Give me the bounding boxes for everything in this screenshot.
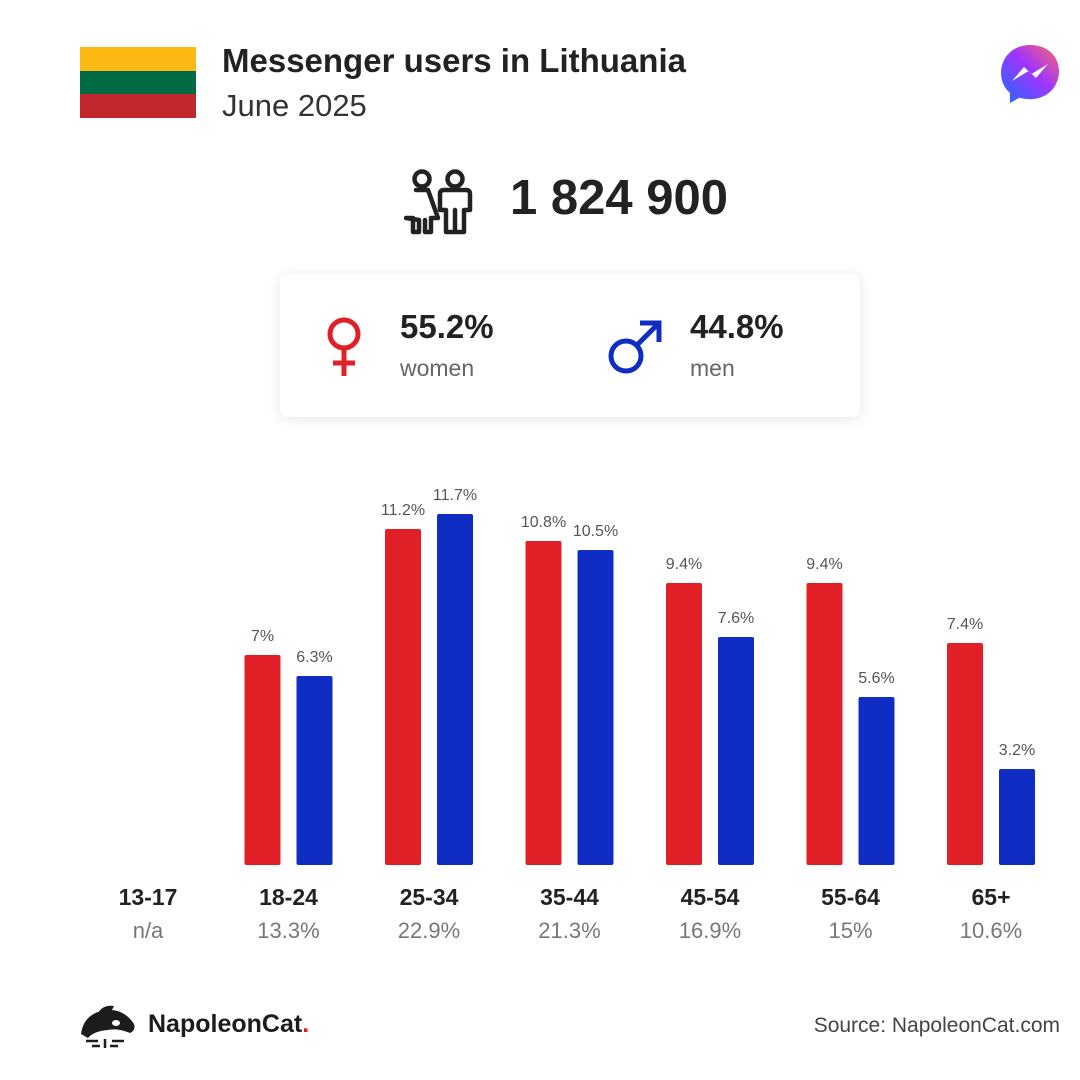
bar-women-35-44 xyxy=(525,541,562,865)
people-icon xyxy=(404,169,473,235)
category-label-55-64: 55-64 xyxy=(821,884,880,910)
bar-women-25-34 xyxy=(385,529,421,865)
category-label-45-54: 45-54 xyxy=(680,884,740,910)
bar-men-65+ xyxy=(999,769,1035,865)
category-total-35-44: 21.3% xyxy=(538,918,601,943)
data-label-women-55-64: 9.4% xyxy=(806,556,842,573)
page-title: Messenger users in Lithuania xyxy=(222,42,686,79)
category-label-13-17: 13-17 xyxy=(118,884,178,910)
data-label-women-65+: 7.4% xyxy=(947,616,983,633)
brand-name: NapoleonCat. xyxy=(148,1010,309,1039)
category-total-55-64: 15% xyxy=(828,918,873,943)
women-label: women xyxy=(400,355,475,381)
bar-women-45-54 xyxy=(666,583,702,865)
data-label-men-55-64: 5.6% xyxy=(858,670,894,687)
data-label-women-35-44: 10.8% xyxy=(521,514,566,531)
messenger-icon xyxy=(1001,45,1059,103)
source-credit: Source: NapoleonCat.com xyxy=(813,1014,1060,1037)
page-subtitle: June 2025 xyxy=(222,88,367,123)
category-label-18-24: 18-24 xyxy=(259,884,318,910)
flag-stripe-green xyxy=(80,70,196,95)
total-users-value: 1 824 900 xyxy=(510,171,728,225)
category-label-25-34: 25-34 xyxy=(399,884,459,910)
bar-women-55-64 xyxy=(806,583,843,865)
category-total-45-54: 16.9% xyxy=(678,918,742,943)
flag-stripe-yellow xyxy=(80,47,196,71)
category-label-35-44: 35-44 xyxy=(540,884,599,910)
category-total-65+: 10.6% xyxy=(959,918,1023,943)
brand-name-text: NapoleonCat xyxy=(148,1010,303,1038)
data-label-men-35-44: 10.5% xyxy=(573,523,618,540)
bar-women-65+ xyxy=(947,643,983,865)
bar-men-45-54 xyxy=(718,637,754,865)
data-label-women-18-24: 7% xyxy=(251,628,274,645)
gender-split-card: 55.2% women 44.8% men xyxy=(280,274,860,417)
category-label-65+: 65+ xyxy=(971,884,1011,910)
bar-women-18-24 xyxy=(244,655,281,865)
data-label-women-45-54: 9.4% xyxy=(666,556,702,573)
men-percent: 44.8% xyxy=(690,308,784,345)
category-total-18-24: 13.3% xyxy=(257,918,320,943)
category-total-13-17: n/a xyxy=(132,918,164,943)
bar-men-55-64 xyxy=(858,697,895,865)
women-percent: 55.2% xyxy=(400,308,494,345)
bar-men-35-44 xyxy=(577,550,614,865)
napoleoncat-logo-icon xyxy=(81,1005,135,1048)
brand-dot: . xyxy=(302,1010,310,1038)
bar-men-25-34 xyxy=(437,514,473,865)
men-label: men xyxy=(690,355,735,381)
data-label-women-25-34: 11.2% xyxy=(381,502,425,519)
data-label-men-25-34: 11.7% xyxy=(433,487,477,504)
female-symbol-icon xyxy=(327,317,361,376)
data-label-men-65+: 3.2% xyxy=(999,742,1035,759)
data-label-men-45-54: 7.6% xyxy=(718,610,754,627)
bar-men-18-24 xyxy=(296,676,333,865)
age-gender-bar-chart: 7% 6.3% 11.2% 11.7% 10.8% 10.5% 9.4% 7.6% 9.4% 5.… xyxy=(244,487,1035,865)
category-total-25-34: 22.9% xyxy=(397,918,461,943)
flag-stripe-red xyxy=(80,94,196,118)
male-symbol-icon xyxy=(608,320,662,374)
lithuania-flag-icon xyxy=(80,47,196,118)
data-label-men-18-24: 6.3% xyxy=(296,649,332,666)
